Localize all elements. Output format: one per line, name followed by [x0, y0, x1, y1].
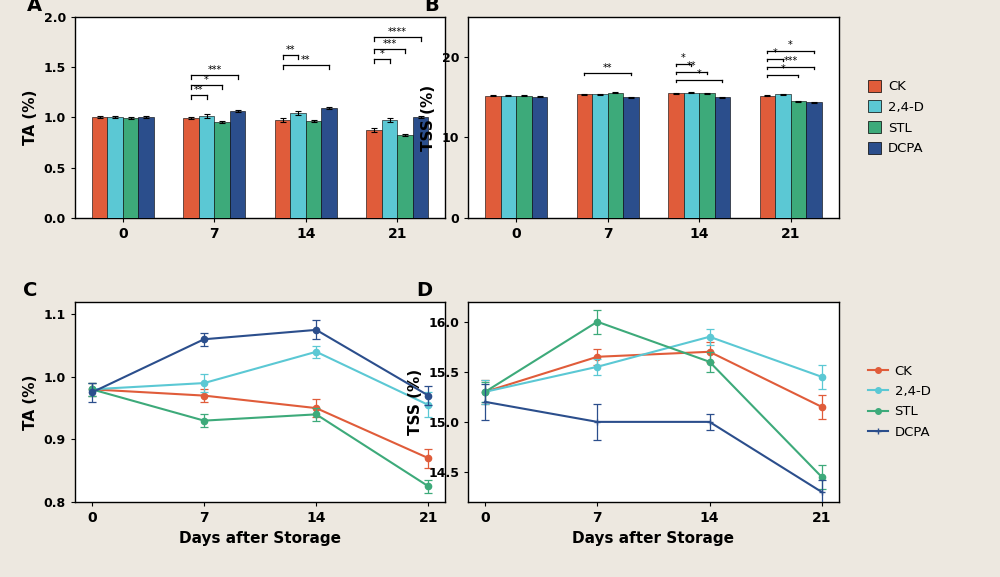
Bar — [699, 93, 715, 218]
Bar — [760, 96, 775, 218]
Bar — [107, 118, 123, 218]
Text: *: * — [204, 75, 209, 85]
Bar — [485, 96, 501, 218]
Bar — [183, 118, 199, 218]
Text: *: * — [697, 69, 702, 79]
Bar — [214, 122, 230, 218]
Bar — [123, 118, 138, 218]
Y-axis label: TSS (%): TSS (%) — [408, 369, 423, 435]
Text: ***: *** — [382, 39, 397, 48]
Text: ***: *** — [207, 65, 222, 75]
Bar — [306, 121, 321, 218]
Text: A: A — [27, 0, 42, 16]
Y-axis label: TA (%): TA (%) — [23, 90, 38, 145]
Text: C: C — [23, 280, 38, 299]
Bar — [199, 117, 214, 218]
Bar — [775, 94, 791, 218]
Bar — [608, 93, 623, 218]
Text: ****: **** — [388, 27, 407, 37]
Bar — [382, 121, 397, 218]
Text: D: D — [416, 280, 433, 299]
Text: ***: *** — [783, 57, 798, 66]
Y-axis label: TA (%): TA (%) — [23, 374, 38, 429]
Text: **: ** — [194, 85, 204, 95]
X-axis label: Days after Storage: Days after Storage — [572, 531, 734, 546]
Bar — [791, 102, 806, 218]
Text: *: * — [773, 48, 777, 58]
Bar — [532, 96, 547, 218]
Bar — [806, 102, 822, 218]
Bar — [275, 121, 290, 218]
Bar — [366, 130, 382, 218]
Bar — [92, 118, 107, 218]
Legend: CK, 2,4-D, STL, DCPA: CK, 2,4-D, STL, DCPA — [868, 80, 924, 155]
Bar — [230, 111, 245, 218]
Text: *: * — [379, 49, 384, 59]
Bar — [290, 114, 306, 218]
Text: **: ** — [687, 61, 696, 71]
Text: **: ** — [286, 45, 295, 55]
Bar — [397, 136, 413, 218]
Bar — [668, 93, 684, 218]
Bar — [501, 96, 516, 218]
Text: **: ** — [603, 63, 612, 73]
Bar — [684, 93, 699, 218]
Bar — [715, 98, 730, 218]
Y-axis label: TSS (%): TSS (%) — [421, 84, 436, 151]
Bar — [577, 94, 592, 218]
Bar — [413, 118, 428, 218]
Text: *: * — [780, 65, 785, 74]
Legend: CK, 2,4-D, STL, DCPA: CK, 2,4-D, STL, DCPA — [868, 365, 930, 439]
X-axis label: Days after Storage: Days after Storage — [179, 531, 341, 546]
Bar — [623, 98, 639, 218]
Bar — [321, 108, 337, 218]
Text: B: B — [424, 0, 439, 16]
Bar — [516, 96, 532, 218]
Text: *: * — [681, 53, 686, 63]
Text: **: ** — [301, 55, 311, 65]
Bar — [138, 118, 154, 218]
Bar — [592, 94, 608, 218]
Text: *: * — [788, 40, 793, 50]
